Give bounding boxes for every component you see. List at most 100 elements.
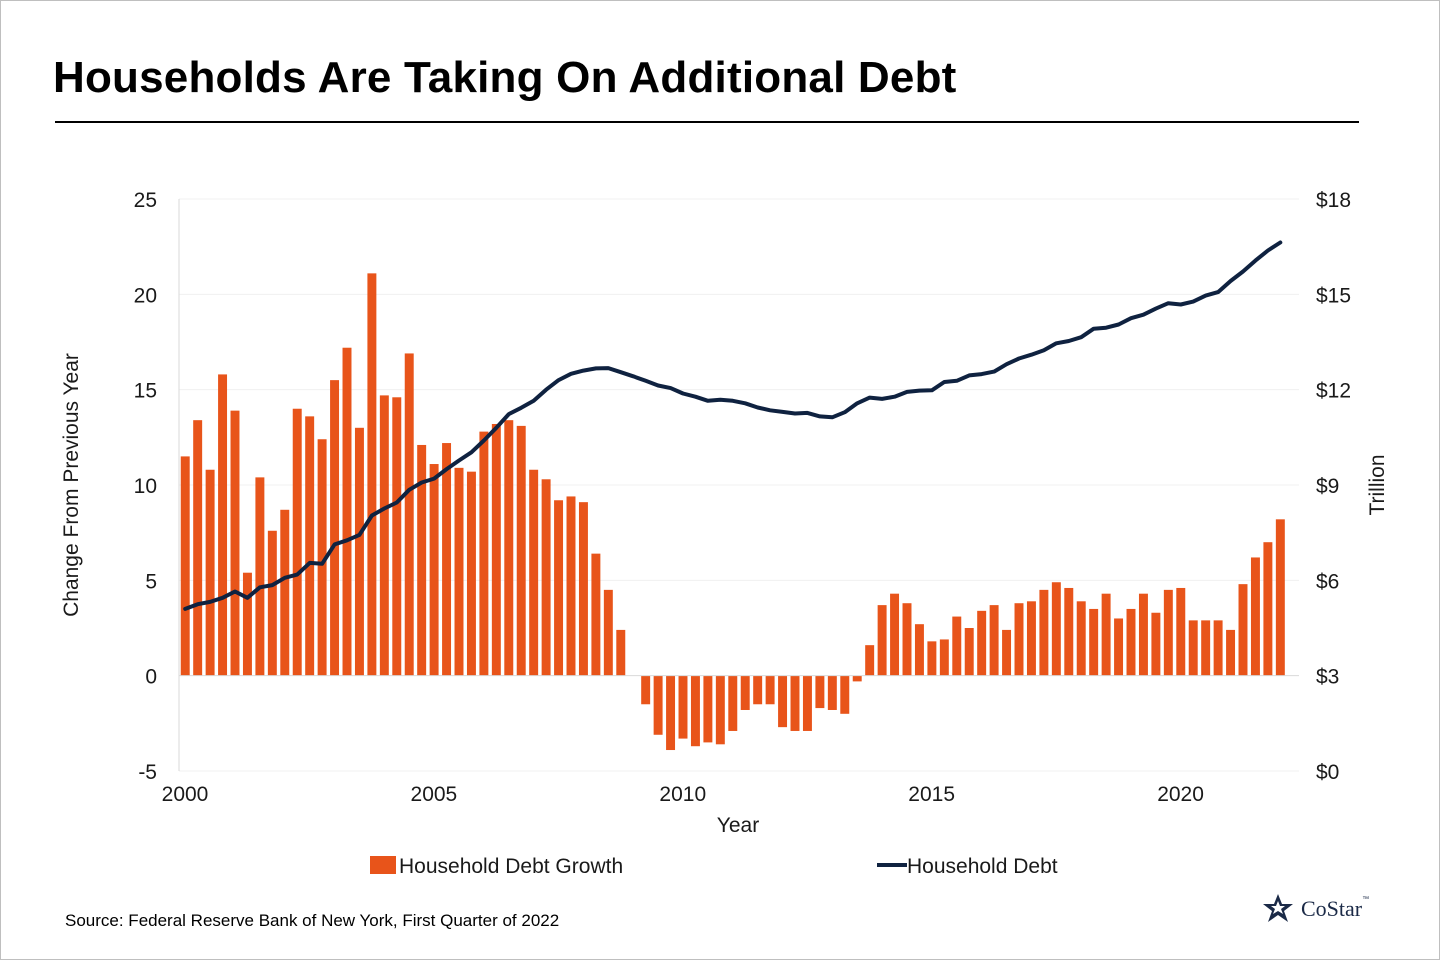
axes: [178, 199, 1299, 771]
bar: [454, 467, 464, 676]
bar: [529, 469, 539, 676]
bar: [404, 353, 414, 676]
bar: [740, 675, 750, 710]
bar: [230, 410, 240, 676]
bar: [491, 423, 501, 676]
bar: [1263, 542, 1273, 676]
bar: [753, 675, 763, 705]
bar: [964, 628, 974, 676]
bar: [790, 675, 800, 731]
title-divider: [55, 121, 1359, 123]
bar: [504, 420, 514, 676]
bar: [1188, 620, 1198, 676]
bar: [218, 374, 228, 676]
bar: [566, 496, 576, 676]
bar: [379, 395, 389, 676]
source-note: Source: Federal Reserve Bank of New York…: [65, 911, 560, 930]
bar: [1089, 608, 1099, 676]
bar: [765, 675, 775, 705]
y-right-axis-title: Trillion: [1366, 454, 1389, 515]
bar: [641, 675, 651, 705]
legend-swatch-bar: [370, 856, 396, 874]
bar: [242, 572, 252, 676]
x-tick-label: 2015: [908, 783, 955, 806]
bar: [603, 589, 613, 676]
bar: [1076, 601, 1086, 676]
bar: [902, 603, 912, 676]
bar: [1201, 620, 1211, 676]
x-tick-label: 2010: [659, 783, 706, 806]
bar: [1163, 589, 1173, 676]
bar: [342, 347, 352, 676]
bar: [479, 431, 489, 676]
x-tick-label: 2020: [1157, 783, 1204, 806]
x-tick-label: 2000: [162, 783, 209, 806]
bar: [728, 675, 738, 731]
costar-star-icon: [1263, 894, 1293, 922]
bar-series-household-debt-growth: [180, 273, 1285, 751]
bar: [865, 645, 875, 676]
bar: [330, 380, 340, 676]
x-axis-title: Year: [717, 814, 759, 837]
chart-title: Households Are Taking On Additional Debt: [53, 53, 957, 102]
y-right-tick-label: $12: [1316, 380, 1351, 403]
bar: [690, 675, 700, 747]
costar-logo: CoStar™: [1261, 892, 1369, 926]
bar: [354, 427, 364, 676]
bar: [840, 675, 850, 714]
bar: [180, 456, 190, 676]
y-right-tick-label: $6: [1316, 570, 1339, 593]
logo-tm: ™: [1362, 896, 1370, 903]
bar: [703, 675, 713, 743]
y-right-tick-label: $9: [1316, 475, 1339, 498]
bar: [1226, 629, 1236, 676]
bar: [1026, 601, 1036, 676]
bar: [367, 273, 377, 676]
bar: [1114, 618, 1124, 676]
line-path: [183, 240, 1283, 611]
y-right-tick-label: $18: [1316, 189, 1351, 212]
x-tick-label: 2005: [411, 783, 458, 806]
bar: [815, 675, 825, 709]
bar: [1126, 608, 1136, 676]
y-left-tick-label: 5: [145, 570, 157, 593]
bar: [827, 675, 837, 710]
bar: [292, 408, 302, 676]
bar: [205, 469, 215, 676]
bar: [616, 629, 626, 676]
bar: [653, 675, 663, 735]
bar: [914, 624, 924, 676]
bar: [554, 500, 564, 676]
legend-label-line: Household Debt: [907, 855, 1058, 878]
y-left-tick-label: -5: [138, 761, 157, 784]
bar: [267, 530, 277, 676]
y-left-tick-label: 25: [134, 189, 157, 212]
line-series-household-debt: [183, 240, 1283, 611]
bar: [193, 420, 203, 676]
bar: [939, 639, 949, 676]
bar: [466, 471, 476, 676]
bar: [255, 477, 265, 676]
bar: [989, 605, 999, 676]
bar: [1213, 620, 1223, 676]
bar: [591, 553, 601, 676]
bar: [1064, 587, 1074, 676]
bar: [890, 593, 900, 676]
bar: [1151, 612, 1161, 676]
y-right-tick-label: $15: [1316, 284, 1351, 307]
bar: [877, 605, 887, 676]
bar: [442, 443, 452, 676]
bar: [1101, 593, 1111, 676]
bar: [715, 675, 725, 745]
bar: [1275, 519, 1285, 676]
grid-lines: [179, 198, 1299, 772]
legend: Household Debt Growth Household Debt: [370, 855, 1058, 878]
bar: [317, 439, 327, 676]
y-right-tick-label: $0: [1316, 761, 1339, 784]
y-left-axis-title: Change From Previous Year: [60, 353, 83, 617]
bar: [541, 479, 551, 676]
bar: [1250, 557, 1260, 676]
